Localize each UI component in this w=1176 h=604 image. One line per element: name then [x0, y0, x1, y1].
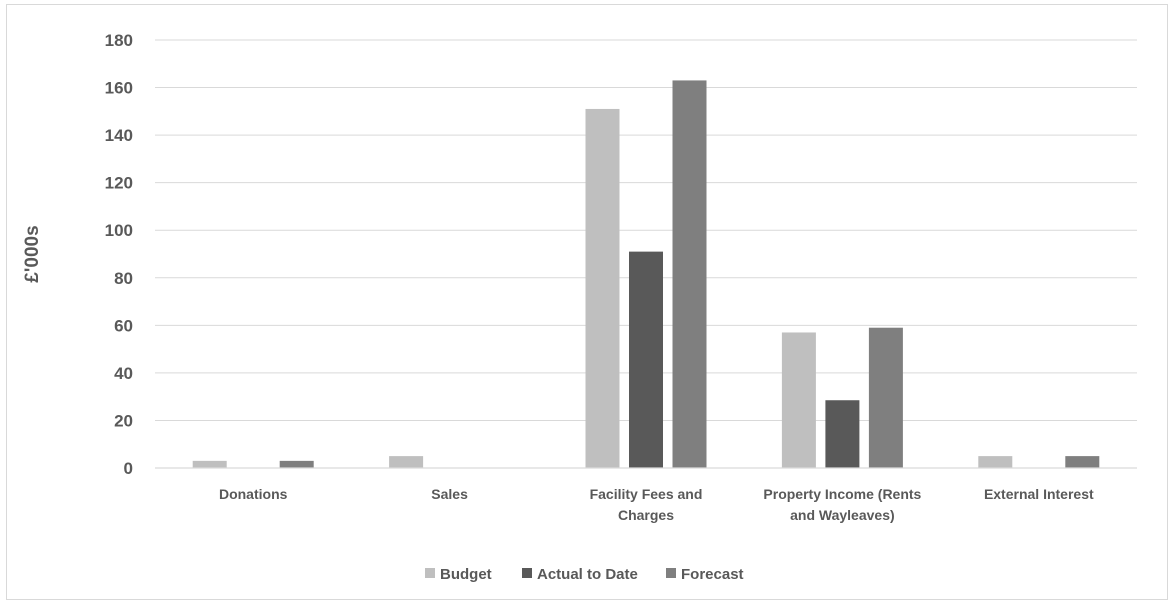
x-tick-label: Charges	[618, 507, 674, 523]
bar-forecast	[1065, 456, 1100, 468]
y-tick-label: 120	[105, 174, 133, 193]
legend-swatch	[425, 568, 435, 578]
legend-swatch	[522, 568, 532, 578]
bar-forecast	[672, 80, 707, 468]
y-tick-label: 0	[124, 459, 133, 478]
bar-budget	[781, 332, 816, 468]
y-tick-label: 140	[105, 126, 133, 145]
x-tick-label: Property Income (Rents	[763, 486, 921, 502]
x-tick-label: Facility Fees and	[590, 486, 703, 502]
legend-label: Actual to Date	[537, 566, 638, 583]
y-tick-label: 160	[105, 79, 133, 98]
bar-actual-to-date	[629, 251, 663, 468]
y-tick-label: 40	[114, 364, 133, 383]
bar-budget	[585, 108, 620, 468]
y-tick-label: 80	[114, 269, 133, 288]
x-tick-label: Donations	[219, 486, 288, 502]
bar-budget	[192, 460, 227, 468]
bar-forecast	[868, 327, 903, 468]
y-axis-label: £'000s	[22, 225, 43, 282]
y-tick-label: 180	[105, 31, 133, 50]
y-tick-label: 60	[114, 316, 133, 335]
bar-forecast	[279, 460, 314, 468]
x-tick-label: Sales	[431, 486, 468, 502]
legend-label: Budget	[440, 566, 492, 583]
y-tick-label: 20	[114, 411, 133, 430]
x-tick-label: External Interest	[984, 486, 1094, 502]
legend-label: Forecast	[681, 566, 744, 583]
y-tick-label: 100	[105, 221, 133, 240]
legend-swatch	[666, 568, 676, 578]
bar-budget	[978, 456, 1013, 468]
bar-actual-to-date	[825, 400, 860, 468]
x-tick-label: and Wayleaves)	[790, 507, 895, 523]
bar-budget	[389, 456, 424, 468]
